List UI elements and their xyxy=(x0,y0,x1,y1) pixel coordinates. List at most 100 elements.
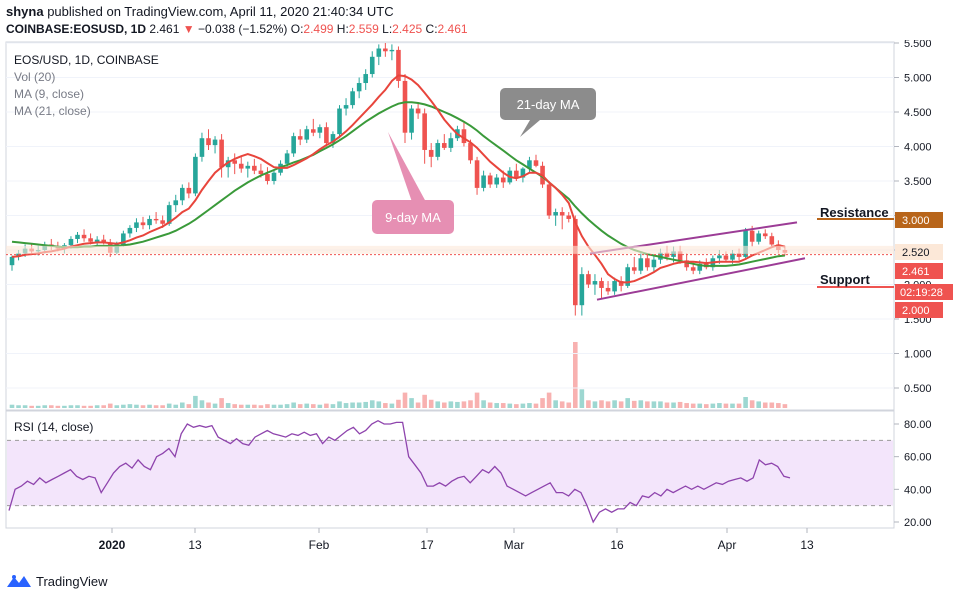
candle-body xyxy=(199,138,205,157)
volume-bar xyxy=(743,397,748,408)
author-name[interactable]: shyna xyxy=(6,4,44,19)
candle-body xyxy=(356,83,362,92)
ma21-callout: 21-day MA xyxy=(500,88,596,137)
volume-bar xyxy=(704,404,709,408)
candle-body xyxy=(546,184,552,216)
high-label: H: xyxy=(336,22,349,36)
candle-body xyxy=(612,281,617,292)
price-tick-label: 4.000 xyxy=(904,142,932,154)
candle-body xyxy=(461,129,467,144)
volume-bar xyxy=(494,403,499,408)
chart-header: shyna published on TradingView.com, Apri… xyxy=(0,0,967,40)
resistance-label: Resistance xyxy=(820,205,889,220)
volume-bar xyxy=(762,402,768,408)
volume-bar xyxy=(402,392,408,408)
volume-bar xyxy=(559,401,565,408)
candle-body xyxy=(173,200,179,206)
rsi-tick-label: 60.00 xyxy=(904,452,932,464)
candle-body xyxy=(586,274,591,285)
volume-bar xyxy=(396,399,401,408)
volume-bar xyxy=(212,403,218,408)
candle-body xyxy=(291,136,296,154)
candle-body xyxy=(717,255,722,259)
candle-body xyxy=(468,143,473,161)
candle-body xyxy=(140,222,146,226)
candle-body xyxy=(474,160,480,188)
price-tick-label: 5.500 xyxy=(904,40,932,50)
price-tick-label: 3.500 xyxy=(904,176,932,188)
volume-bar xyxy=(422,394,427,408)
symbol-label: COINBASE:EOSUSD, 1D xyxy=(6,22,147,36)
volume-bar xyxy=(605,401,611,408)
time-tick-label: 16 xyxy=(610,538,624,552)
publish-text: published on TradingView.com, April 11, … xyxy=(47,4,394,19)
volume-bar xyxy=(75,405,80,408)
volume-bar xyxy=(186,404,192,408)
close-label: C: xyxy=(425,22,438,36)
rsi-tick-label: 80.00 xyxy=(904,419,932,431)
volume-bar xyxy=(736,403,742,408)
candle-body xyxy=(677,251,683,261)
volume-bar xyxy=(618,401,624,408)
candle-body xyxy=(284,153,290,164)
legend-ma9: MA (9, close) xyxy=(14,87,84,101)
volume-bar xyxy=(546,392,552,408)
candle-body xyxy=(186,187,192,194)
volume-bar xyxy=(677,401,683,408)
candle-body xyxy=(762,233,768,237)
volume-bar xyxy=(166,403,172,408)
candle-body xyxy=(605,287,611,292)
volume-bar xyxy=(160,405,165,408)
candle-body xyxy=(134,222,139,228)
countdown-tag: 02:19:28 xyxy=(895,284,953,300)
volume-bar xyxy=(337,401,342,408)
publish-line: shyna published on TradingView.com, Apri… xyxy=(6,4,394,19)
price-axis: 5.5005.0004.5004.0003.5003.0002.5002.000… xyxy=(6,40,932,395)
volume-bar xyxy=(68,405,74,408)
volume-bar xyxy=(717,403,722,408)
volume-bar xyxy=(782,404,788,408)
low-value: 2.425 xyxy=(392,22,423,36)
volume-bar xyxy=(415,402,421,408)
volume-bar xyxy=(278,404,283,408)
volume-bar xyxy=(330,404,336,408)
volume-bar xyxy=(35,405,41,408)
candle-body xyxy=(245,165,251,169)
volume-bar xyxy=(134,404,139,408)
volume-bar xyxy=(297,404,303,408)
tradingview-brand[interactable]: TradingView xyxy=(36,573,108,589)
candle-body xyxy=(520,168,526,178)
levels xyxy=(6,245,894,256)
candle-body xyxy=(500,177,506,183)
candle-body xyxy=(121,233,126,245)
low-label: L: xyxy=(382,22,393,36)
price-chart[interactable]: 5.5005.0004.5004.0003.5003.0002.5002.000… xyxy=(0,40,967,568)
candle-body xyxy=(389,49,395,52)
volume-bar xyxy=(776,403,781,408)
volume-bar xyxy=(199,400,205,408)
volume-bar xyxy=(147,404,152,408)
candle-body xyxy=(625,267,630,286)
volume-bar xyxy=(369,400,375,408)
time-axis: 2020 13 Feb 17 Mar 16 Apr 13 xyxy=(99,528,814,552)
volume-bar xyxy=(153,405,159,408)
volume-bar xyxy=(225,403,231,408)
candle-body xyxy=(160,220,165,224)
volume-bar xyxy=(206,402,211,408)
candle-body xyxy=(311,129,316,133)
candle-body xyxy=(166,205,172,224)
volume-bar xyxy=(540,398,545,408)
candle-body xyxy=(618,281,624,286)
volume-bar xyxy=(389,403,395,408)
legend-title: EOS/USD, 1D, COINBASE xyxy=(14,53,159,67)
time-tick-label: Apr xyxy=(718,538,737,552)
volume-bar xyxy=(383,403,388,408)
volume-bar xyxy=(55,405,61,408)
candle-body xyxy=(212,139,218,146)
candle-body xyxy=(127,227,133,234)
candle-body xyxy=(363,74,368,84)
candle-body xyxy=(219,139,224,168)
tradingview-logo-icon[interactable] xyxy=(6,573,32,589)
candle-body xyxy=(638,258,644,271)
candle-body xyxy=(271,172,277,181)
